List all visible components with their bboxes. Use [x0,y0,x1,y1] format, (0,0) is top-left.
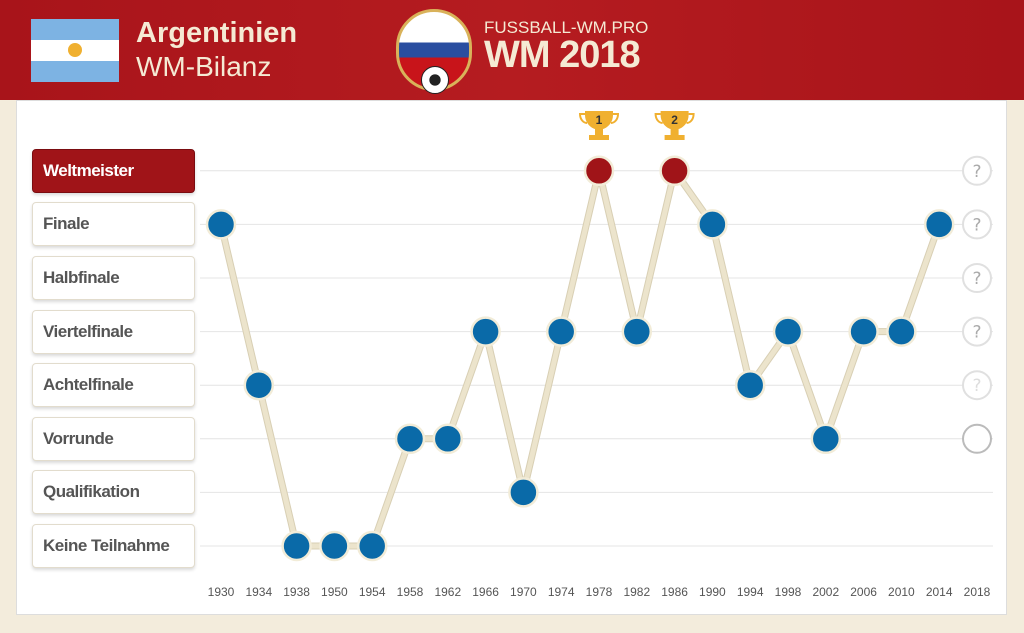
data-point[interactable] [205,209,237,240]
year-tick-label: 1994 [736,585,764,599]
level-label: Halbfinale [32,256,195,300]
year-tick-label: 1934 [245,585,273,599]
pending-marker [962,316,992,347]
title-count: 1 [596,113,603,127]
data-point[interactable] [772,316,804,347]
pending-marker [962,263,992,293]
pending-marker [962,155,992,186]
header: Argentinien WM-Bilanz FUSSBALL-WM.PRO WM… [0,0,1024,100]
data-point[interactable] [886,316,917,347]
data-point[interactable] [810,423,842,455]
level-label: Vorrunde [32,416,195,461]
level-label: Achtelfinale [32,363,195,408]
data-point[interactable] [470,316,501,347]
site-name[interactable]: FUSSBALL-WM.PRO [484,18,649,37]
level-label: Weltmeister [32,148,195,193]
data-point[interactable] [923,209,955,240]
year-tick-label: 1954 [358,585,386,599]
data-point[interactable] [848,316,879,347]
year-tick-label: 1950 [321,585,348,599]
data-point[interactable] [583,155,615,187]
data-point[interactable] [545,316,577,347]
data-point[interactable] [659,155,690,187]
year-tick-label: 1962 [434,585,462,599]
title-count: 2 [671,113,678,127]
football-icon [421,66,449,94]
pending-marker [962,423,992,454]
trophy-icon [578,111,620,140]
year-tick-label: 1958 [396,585,424,599]
question-mark-icon: ? [972,323,981,343]
data-point[interactable] [319,530,350,562]
level-label: Keine Teilnahme [32,524,195,568]
level-label: Viertelfinale [32,309,195,354]
year-tick-label: 1930 [207,585,235,599]
data-point[interactable] [508,477,539,508]
pending-marker [962,209,992,240]
question-mark-icon: ? [972,269,981,289]
data-point[interactable] [432,423,464,455]
series-line-outline [217,162,943,550]
year-tick-label: 1974 [547,585,575,599]
level-label: Qualifikation [32,470,195,515]
year-tick-label: 1982 [623,585,651,599]
year-tick-label: 2010 [888,585,915,599]
trophy-icon [654,111,695,140]
data-point[interactable] [734,369,766,401]
year-tick-label: 1998 [774,585,802,599]
year-tick-label: 2014 [925,585,953,599]
year-tick-label: 2002 [812,585,840,599]
data-point[interactable] [281,530,312,562]
logo-text: WM 2018 [484,34,641,76]
question-mark-icon: ? [972,215,981,235]
year-tick-label: 1966 [472,585,499,599]
question-mark-icon: ? [972,162,981,182]
level-label: Finale [32,202,195,247]
question-mark-icon: ? [972,376,981,396]
data-point[interactable] [243,369,275,401]
page-subtitle: WM-Bilanz [136,51,272,82]
data-point[interactable] [394,423,426,455]
year-tick-label: 2006 [850,585,877,599]
data-point[interactable] [621,316,653,347]
data-point[interactable] [697,209,728,240]
year-tick-label: 1986 [661,585,688,599]
pending-marker [962,370,992,401]
argentina-flag-icon [31,19,119,82]
year-tick-label: 1938 [283,585,310,599]
data-point[interactable] [356,530,388,562]
year-tick-label: 1990 [699,585,726,599]
country-title: Argentinien [136,17,298,49]
year-tick-label: 1970 [510,585,537,599]
year-tick-label: 2018 [963,585,991,599]
series-line [218,164,942,549]
year-tick-label: 1978 [585,585,613,599]
